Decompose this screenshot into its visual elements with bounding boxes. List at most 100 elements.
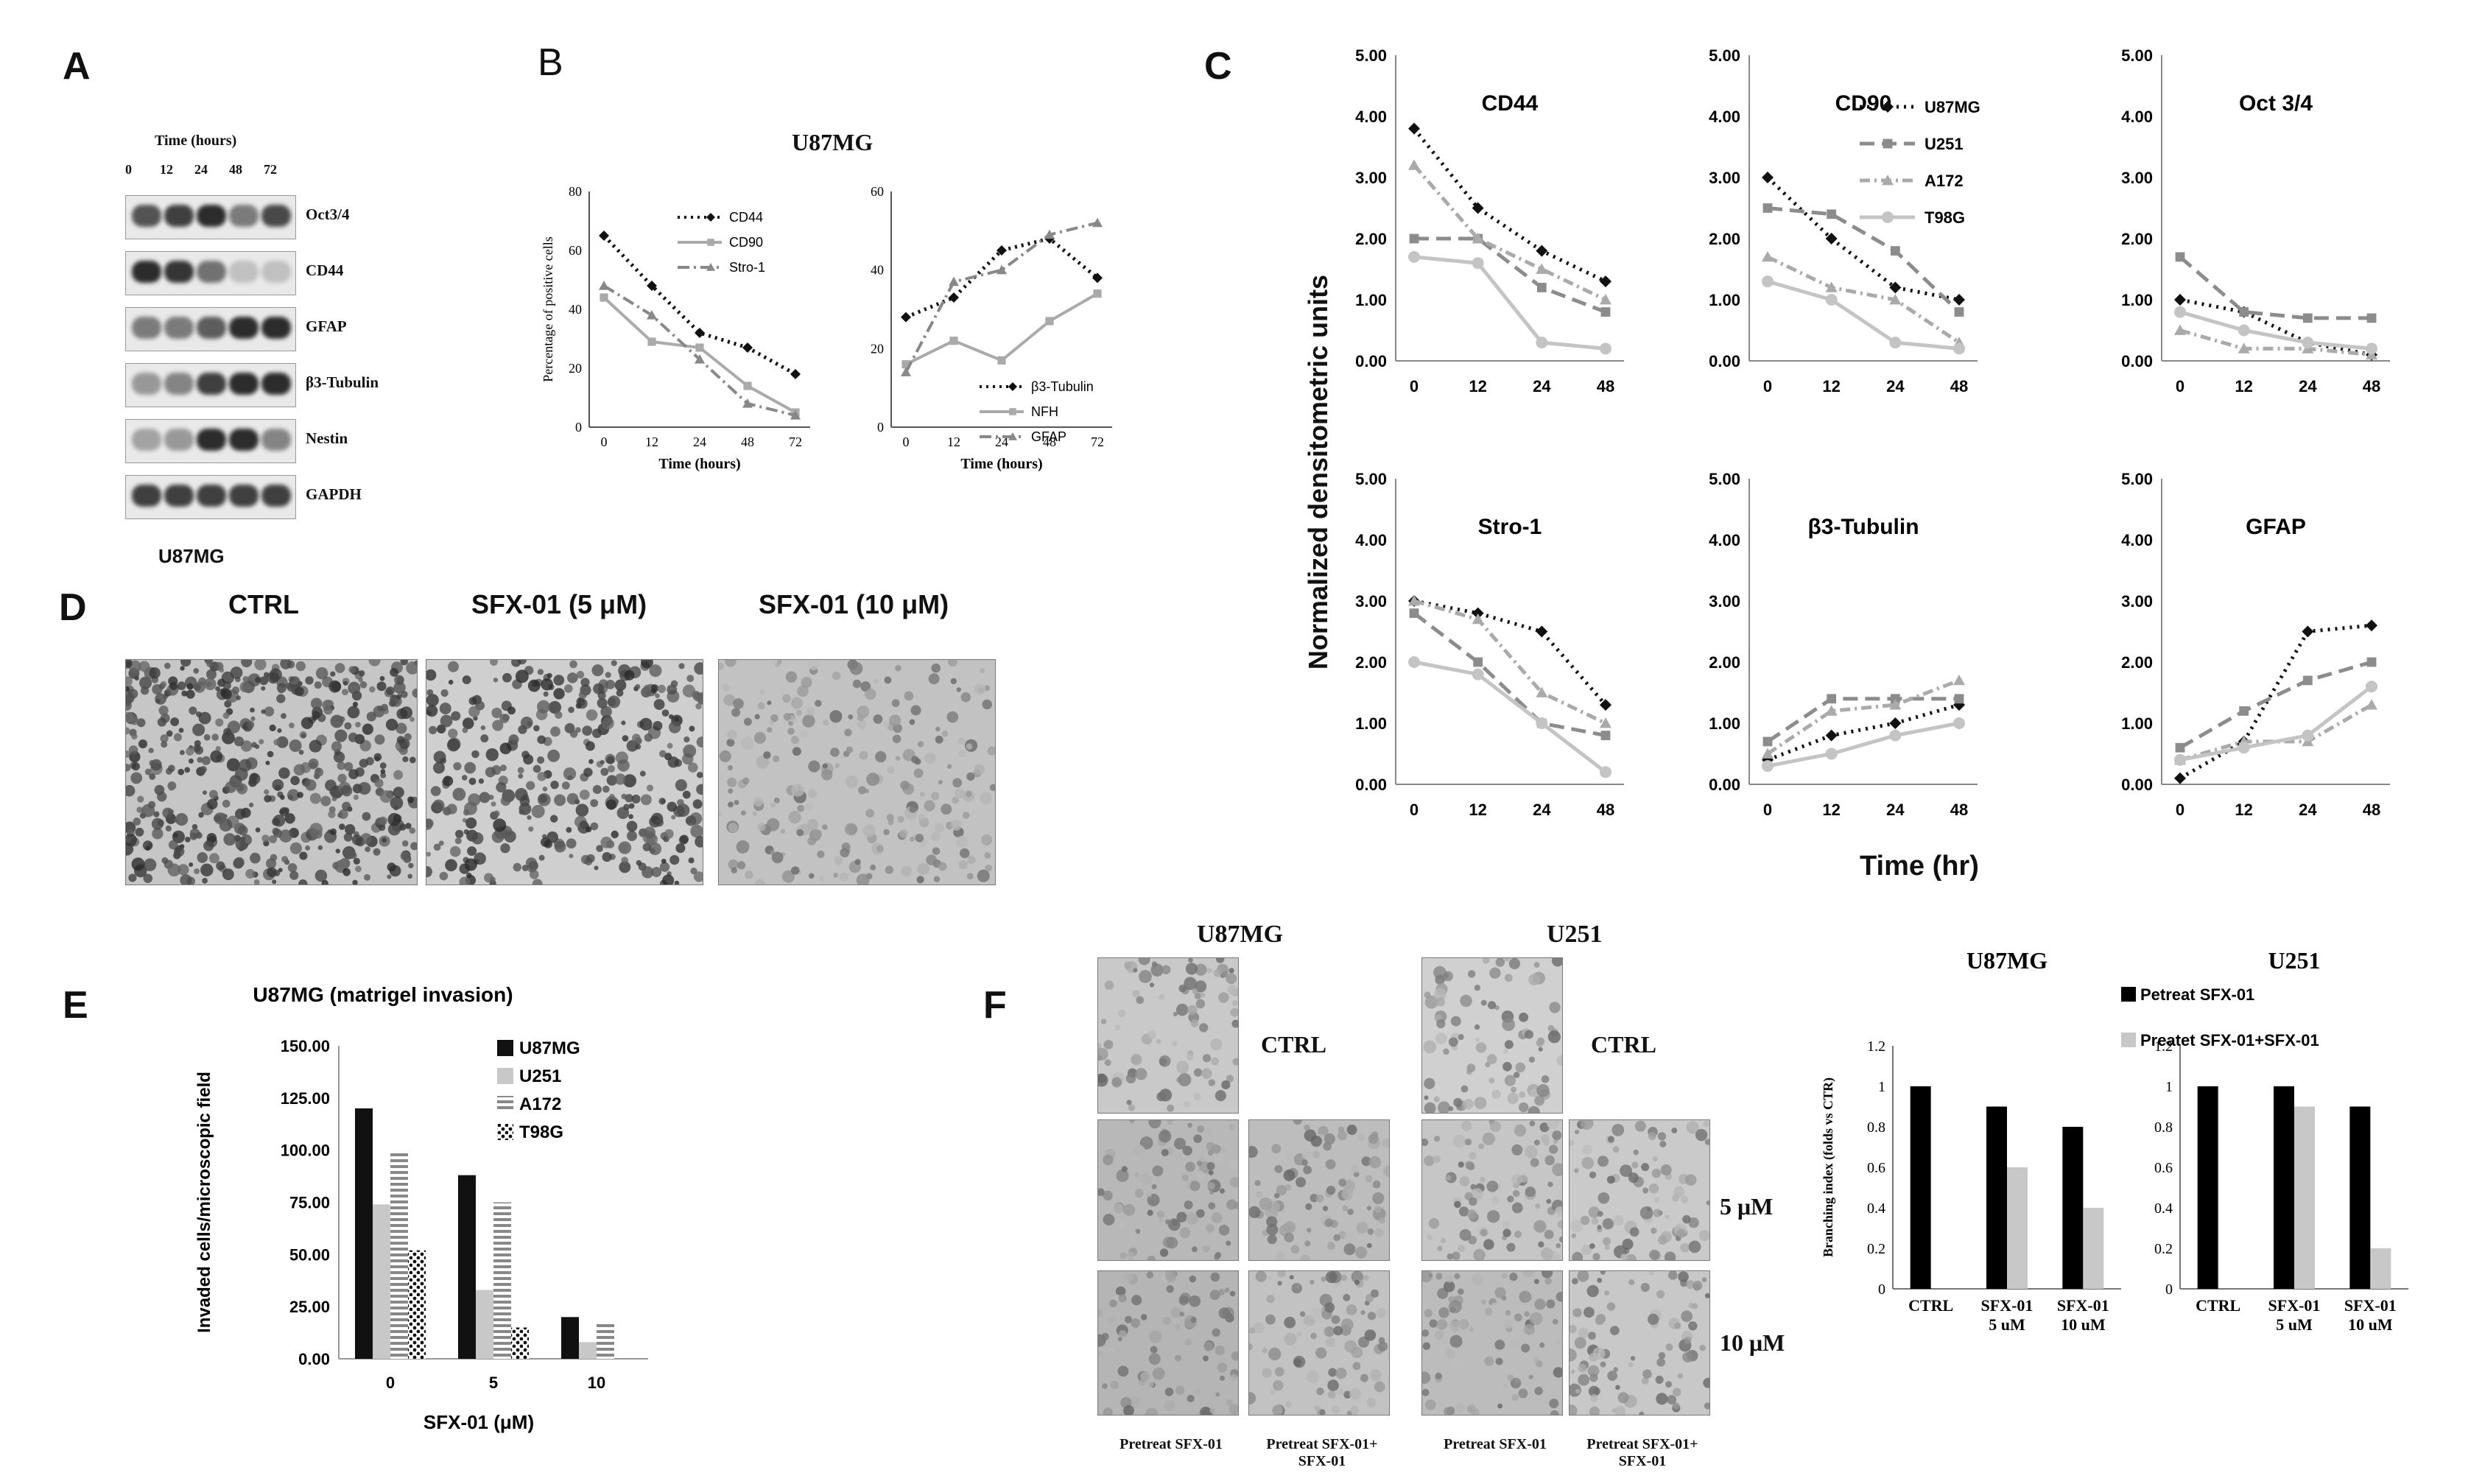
data-point [949, 276, 959, 286]
cell-blob [856, 873, 870, 885]
data-point [790, 410, 801, 420]
cell-blob [1549, 1144, 1558, 1154]
y-axis-label: Invaded cells/microscopic field [194, 1072, 214, 1333]
cell-blob [1364, 1329, 1377, 1341]
cell-blob [1295, 1283, 1301, 1288]
data-point [2239, 307, 2249, 317]
cell-blob [379, 790, 393, 803]
cell-blob [1166, 1285, 1174, 1293]
cell-blob [1454, 1273, 1461, 1280]
cell-blob [448, 728, 458, 739]
cell-blob [605, 679, 616, 689]
x-tick-label: 24 [693, 435, 706, 449]
cell-blob [168, 784, 175, 791]
cell-blob [1192, 988, 1198, 994]
cell-blob [1253, 1322, 1265, 1334]
cell-blob [1435, 1033, 1447, 1044]
legend-marker [1008, 382, 1017, 391]
data-point [2302, 337, 2314, 349]
cell-blob [667, 742, 673, 749]
blot-time-48: 48 [229, 162, 242, 177]
cell-blob [802, 714, 815, 728]
cell-blob [1620, 1164, 1632, 1178]
cell-blob [184, 767, 191, 773]
cell-blob [1262, 1368, 1272, 1378]
cell-blob [580, 678, 590, 687]
cell-blob [131, 733, 138, 740]
cell-blob [287, 789, 300, 801]
cell-blob [1604, 1290, 1610, 1296]
data-point [1600, 342, 1611, 355]
cell-blob [261, 709, 266, 714]
cell-blob [493, 818, 507, 832]
cell-blob [186, 683, 194, 690]
cell-blob [1209, 1290, 1220, 1301]
cell-blob [909, 805, 917, 813]
y-tick-label: 50.00 [289, 1245, 330, 1264]
cell-blob [1208, 1202, 1216, 1210]
cell-blob [946, 711, 959, 723]
cell-blob [385, 686, 395, 695]
data-point [1408, 159, 1420, 170]
cell-blob [655, 818, 664, 827]
cell-blob [1226, 973, 1237, 985]
cell-blob [554, 794, 566, 806]
cell-blob [1124, 961, 1132, 969]
cell-blob [396, 722, 407, 734]
cell-blob [1206, 1223, 1215, 1233]
cell-blob [513, 862, 522, 872]
cell-blob [689, 725, 695, 732]
cell-blob [1284, 1332, 1297, 1346]
cell-blob [1187, 1122, 1192, 1128]
cell-blob [1167, 1120, 1173, 1125]
cell-blob [1283, 1221, 1296, 1234]
cell-blob [180, 666, 185, 671]
data-point [1825, 729, 1838, 742]
cell-blob [1523, 1293, 1532, 1302]
cell-blob [1480, 999, 1487, 1006]
y-tick-label: 0.8 [1867, 1119, 1885, 1136]
cell-blob [1310, 1279, 1315, 1285]
y-tick-label: 3.00 [2121, 169, 2153, 187]
cell-blob [152, 828, 164, 840]
x-tick-label: 0 [1763, 801, 1772, 819]
y-tick-label: 5.00 [1709, 46, 1740, 65]
cell-blob [643, 826, 656, 839]
cell-blob [875, 750, 887, 763]
cell-blob [1533, 1357, 1539, 1362]
cell-blob [233, 736, 245, 747]
cell-blob [1625, 1253, 1637, 1260]
cell-blob [1325, 1337, 1336, 1348]
cell-blob [1664, 1251, 1676, 1260]
cell-blob [1232, 1058, 1238, 1066]
cell-blob [1580, 1120, 1594, 1130]
cell-blob [344, 722, 352, 730]
cell-blob [899, 829, 908, 838]
bar-Preatet SFX-01+SFX-01-SFX-01 10 uM [2083, 1208, 2104, 1289]
cell-blob [167, 863, 181, 877]
data-point [1954, 694, 1964, 704]
cell-blob [661, 858, 667, 864]
cell-blob [1529, 1312, 1543, 1326]
cell-blob [365, 846, 371, 853]
cell-blob [493, 810, 500, 817]
cell-blob [1118, 1293, 1127, 1303]
cell-blob [602, 717, 614, 730]
cell-blob [1691, 1303, 1698, 1309]
cell-blob [649, 664, 662, 678]
cell-blob [430, 786, 441, 797]
cell-blob [1446, 1348, 1455, 1359]
cell-blob [439, 871, 449, 881]
cell-blob [173, 845, 185, 857]
cell-blob [376, 681, 387, 692]
cell-blob [1482, 1132, 1495, 1146]
cell-blob [1190, 1316, 1197, 1323]
cell-blob [130, 772, 143, 784]
cell-blob [1219, 1375, 1226, 1381]
cell-blob [966, 772, 975, 781]
cell-blob [1610, 1326, 1620, 1336]
series-line-β3-Tubulin [905, 236, 1099, 319]
cell-blob [984, 685, 991, 692]
x-tick-label: 0 [386, 1374, 395, 1392]
data-point [695, 343, 704, 352]
